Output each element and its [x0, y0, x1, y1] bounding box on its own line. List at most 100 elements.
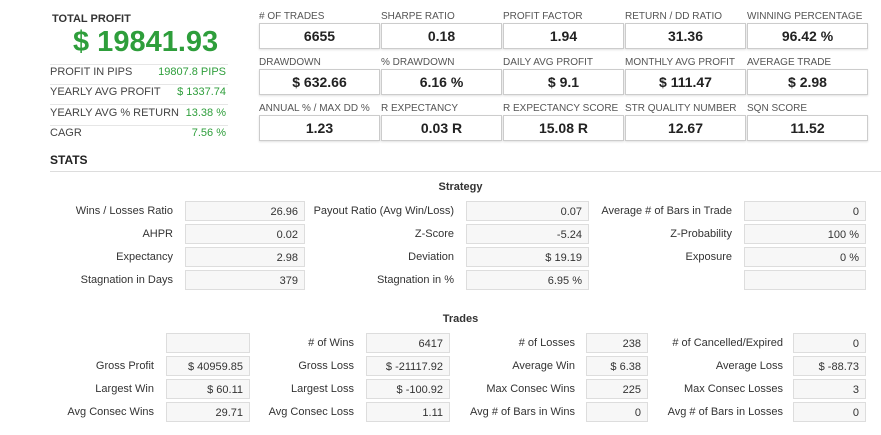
trades-label: Average Loss	[715, 360, 783, 372]
strategy-value: 0 %	[744, 247, 866, 267]
metric-r-expectancy: R EXPECTANCY 0.03 R	[381, 103, 502, 141]
trades-label: Max Consec Wins	[486, 383, 575, 395]
trades-value-empty	[166, 333, 250, 353]
metric-r-expectancy-score: R EXPECTANCY SCORE 15.08 R	[503, 103, 624, 141]
trades-label: Avg Consec Wins	[67, 406, 154, 418]
trades-value: 0	[793, 402, 866, 422]
strategy-label: Stagnation in Days	[80, 274, 173, 286]
metric-label: SQN SCORE	[747, 103, 808, 114]
trades-value: 29.71	[166, 402, 250, 422]
summary-row-cagr: CAGR 7.56 %	[50, 127, 226, 147]
summary-value: 19807.8 PIPS	[158, 66, 226, 78]
metric-label: ANNUAL % / MAX DD %	[259, 103, 370, 114]
metric-sharpe-ratio: SHARPE RATIO 0.18	[381, 11, 502, 49]
metric-str-quality-number: STR QUALITY NUMBER 12.67	[625, 103, 746, 141]
metric-annual-max-dd: ANNUAL % / MAX DD % 1.23	[259, 103, 380, 141]
metric-value: 6655	[259, 23, 380, 49]
metric-value: 1.94	[503, 23, 624, 49]
strategy-label: Deviation	[408, 251, 454, 263]
summary-value: $ 1337.74	[177, 86, 226, 98]
trades-value: $ -21117.92	[366, 356, 450, 376]
summary-label: YEARLY AVG % RETURN	[50, 107, 179, 119]
strategy-label: Average # of Bars in Trade	[601, 205, 732, 217]
metric-value: 6.16 %	[381, 69, 502, 95]
trades-value: 238	[586, 333, 648, 353]
strategy-value: 6.95 %	[466, 270, 589, 290]
metric-value: $ 2.98	[747, 69, 868, 95]
metric-value: 0.03 R	[381, 115, 502, 141]
metric-label: AVERAGE TRADE	[747, 57, 832, 68]
trades-label: Gross Profit	[95, 360, 154, 372]
trades-value: $ -88.73	[793, 356, 866, 376]
summary-value: 13.38 %	[185, 107, 226, 119]
trades-label: Max Consec Losses	[683, 383, 783, 395]
strategy-label: Exposure	[685, 251, 732, 263]
strategy-label: Expectancy	[116, 251, 173, 263]
strategy-title: Strategy	[438, 181, 483, 193]
summary-row-profit-pips: PROFIT IN PIPS 19807.8 PIPS	[50, 66, 226, 86]
metric-value: 31.36	[625, 23, 746, 49]
trades-value: 225	[586, 379, 648, 399]
metric-value: $ 111.47	[625, 69, 746, 95]
metric-trades: # OF TRADES 6655	[259, 11, 380, 49]
strategy-label: Z-Score	[414, 228, 454, 240]
strategy-value: 0.07	[466, 201, 589, 221]
trades-label: Largest Loss	[291, 383, 354, 395]
metric-value: 12.67	[625, 115, 746, 141]
total-profit-value: $ 19841.93	[73, 26, 219, 58]
metric-label: RETURN / DD RATIO	[625, 11, 723, 22]
metric-label: WINNING PERCENTAGE	[747, 11, 863, 22]
strategy-value: 0	[744, 201, 866, 221]
strategy-value: 0.02	[185, 224, 305, 244]
metric-value: 11.52	[747, 115, 868, 141]
metric-label: SHARPE RATIO	[381, 11, 455, 22]
metric-label: % DRAWDOWN	[381, 57, 455, 68]
divider	[50, 125, 228, 126]
strategy-value: 26.96	[185, 201, 305, 221]
strategy-label: Z-Probability	[670, 228, 732, 240]
metric-value: 1.23	[259, 115, 380, 141]
strategy-label: Wins / Losses Ratio	[75, 205, 173, 217]
summary-row-yearly-avg-return: YEARLY AVG % RETURN 13.38 %	[50, 107, 226, 127]
trades-label: # of Losses	[518, 337, 575, 349]
trades-label: Largest Win	[95, 383, 154, 395]
trades-label: Average Win	[512, 360, 575, 372]
trades-label: Gross Loss	[298, 360, 354, 372]
metric-monthly-avg-profit: MONTHLY AVG PROFIT $ 111.47	[625, 57, 746, 95]
metric-label: R EXPECTANCY SCORE	[503, 103, 619, 114]
trades-label: Avg Consec Loss	[268, 406, 354, 418]
divider	[50, 84, 228, 85]
metric-value: 15.08 R	[503, 115, 624, 141]
summary-label: PROFIT IN PIPS	[50, 66, 133, 78]
metric-average-trade: AVERAGE TRADE $ 2.98	[747, 57, 868, 95]
metric-label: # OF TRADES	[259, 11, 325, 22]
divider	[50, 104, 228, 105]
metric-label: MONTHLY AVG PROFIT	[625, 57, 736, 68]
trades-value: $ 40959.85	[166, 356, 250, 376]
divider	[50, 171, 881, 172]
metric-daily-avg-profit: DAILY AVG PROFIT $ 9.1	[503, 57, 624, 95]
trades-value: $ 6.38	[586, 356, 648, 376]
summary-value: 7.56 %	[191, 127, 226, 139]
metric-value: 0.18	[381, 23, 502, 49]
trades-label: # of Wins	[308, 337, 354, 349]
summary-label: CAGR	[50, 127, 82, 139]
trades-label: # of Cancelled/Expired	[672, 337, 783, 349]
trades-label: Avg # of Bars in Wins	[470, 406, 575, 418]
metric-label: DRAWDOWN	[259, 57, 321, 68]
trades-value: 1.11	[366, 402, 450, 422]
trades-value: 0	[793, 333, 866, 353]
summary-label: YEARLY AVG PROFIT	[50, 86, 161, 98]
metric-label: R EXPECTANCY	[381, 103, 459, 114]
trades-value: $ 60.11	[166, 379, 250, 399]
trades-value: $ -100.92	[366, 379, 450, 399]
strategy-value: 379	[185, 270, 305, 290]
metric-label: DAILY AVG PROFIT	[503, 57, 594, 68]
trades-value: 6417	[366, 333, 450, 353]
metric-profit-factor: PROFIT FACTOR 1.94	[503, 11, 624, 49]
metric-percent-drawdown: % DRAWDOWN 6.16 %	[381, 57, 502, 95]
metric-value: 96.42 %	[747, 23, 868, 49]
trades-value: 3	[793, 379, 866, 399]
trades-title: Trades	[442, 313, 479, 325]
strategy-label: Stagnation in %	[376, 274, 454, 286]
